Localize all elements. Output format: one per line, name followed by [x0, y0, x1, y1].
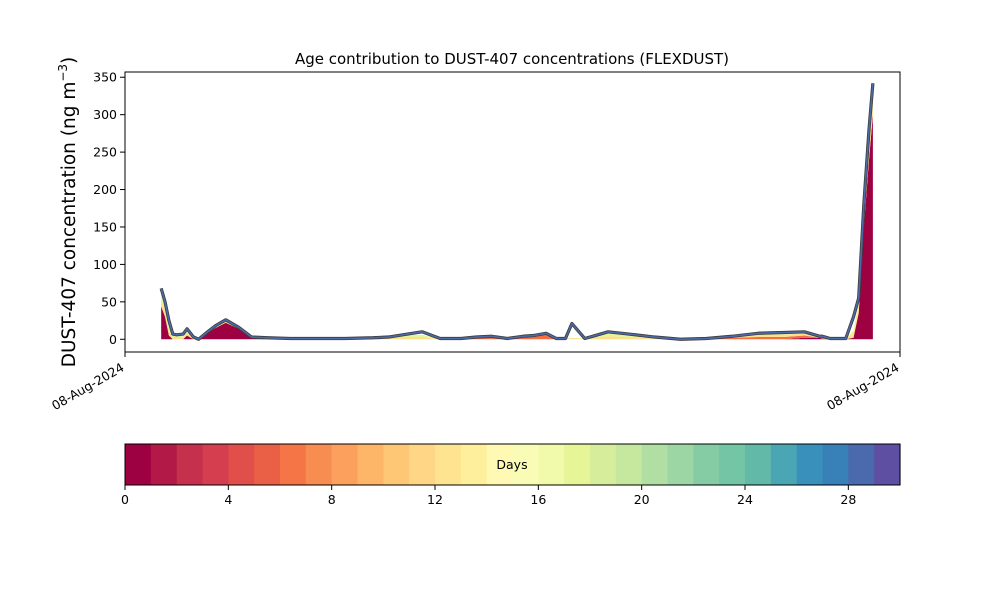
x-axis: 08-Aug-2024 08-Aug-2024 — [49, 352, 902, 413]
y-tick-label-350: 350 — [93, 70, 117, 85]
y-axis-label-main: DUST-407 concentration (ng m — [59, 82, 80, 368]
colorbar-segment-23 — [719, 444, 746, 485]
area-band-1 — [161, 114, 873, 340]
colorbar-segment-3 — [202, 444, 229, 485]
y-tick-label-100: 100 — [93, 257, 117, 272]
y-tick-label-150: 150 — [93, 219, 117, 234]
colorbar-segment-26 — [796, 444, 824, 485]
colorbar-segment-9 — [357, 444, 384, 485]
y-axis-label-close: ) — [59, 57, 80, 64]
colorbar-frame — [124, 443, 901, 486]
colorbar-tick-label-16: 16 — [530, 492, 546, 507]
area-band-2 — [161, 101, 873, 340]
colorbar-segment-24 — [745, 444, 772, 485]
y-axis-label-exponent: −3 — [56, 64, 70, 82]
colorbar-segment-8 — [331, 444, 359, 485]
colorbar-segment-15 — [512, 444, 539, 485]
colorbar — [125, 444, 901, 485]
y-tick-label-50: 50 — [101, 294, 117, 309]
colorbar-segment-0 — [125, 444, 152, 485]
colorbar-segment-28 — [848, 444, 875, 485]
colorbar-segment-13 — [460, 444, 488, 485]
colorbar-ticks: 0 4 8 12 16 20 24 28 — [121, 485, 856, 507]
colorbar-segment-5 — [254, 444, 281, 485]
colorbar-segment-21 — [667, 444, 694, 485]
colorbar-segment-2 — [176, 444, 204, 485]
colorbar-segment-14 — [486, 444, 514, 485]
colorbar-segment-11 — [409, 444, 436, 485]
y-axis: 0 50 100 150 200 250 300 350 — [93, 70, 125, 347]
y-tick-label-300: 300 — [93, 107, 117, 122]
colorbar-tick-label-20: 20 — [634, 492, 650, 507]
area-band-0 — [161, 114, 873, 340]
colorbar-segment-4 — [228, 444, 255, 485]
colorbar-tick-label-24: 24 — [737, 492, 753, 507]
colorbar-segment-18 — [590, 444, 617, 485]
plot-area — [159, 83, 875, 341]
colorbar-segment-12 — [435, 444, 462, 485]
y-axis-label: DUST-407 concentration (ng m−3) — [56, 57, 80, 368]
y-tick-label-250: 250 — [93, 145, 117, 160]
colorbar-segment-16 — [538, 444, 565, 485]
colorbar-segment-29 — [874, 444, 901, 485]
colorbar-tick-label-0: 0 — [121, 492, 129, 507]
colorbar-tick-label-28: 28 — [840, 492, 856, 507]
x-tick-label-end: 08-Aug-2024 — [824, 360, 902, 413]
total-line-shadow — [159, 83, 875, 341]
colorbar-label: Days — [496, 457, 527, 472]
colorbar-tick-label-4: 4 — [224, 492, 232, 507]
plot-frame — [124, 71, 901, 353]
colorbar-segment-25 — [770, 444, 798, 485]
colorbar-tick-label-12: 12 — [427, 492, 443, 507]
chart-title: Age contribution to DUST-407 concentrati… — [295, 50, 729, 68]
colorbar-segment-1 — [150, 444, 178, 485]
colorbar-segment-22 — [693, 444, 720, 485]
colorbar-segment-19 — [615, 444, 643, 485]
area-band-3 — [161, 92, 873, 340]
colorbar-segment-7 — [305, 444, 333, 485]
colorbar-segment-17 — [564, 444, 591, 485]
total-line — [160, 83, 874, 341]
y-tick-label-200: 200 — [93, 182, 117, 197]
colorbar-segment-10 — [383, 444, 410, 485]
colorbar-segment-20 — [641, 444, 669, 485]
colorbar-segment-27 — [822, 444, 849, 485]
colorbar-tick-label-8: 8 — [328, 492, 336, 507]
y-tick-label-0: 0 — [109, 332, 117, 347]
colorbar-segment-6 — [280, 444, 307, 485]
